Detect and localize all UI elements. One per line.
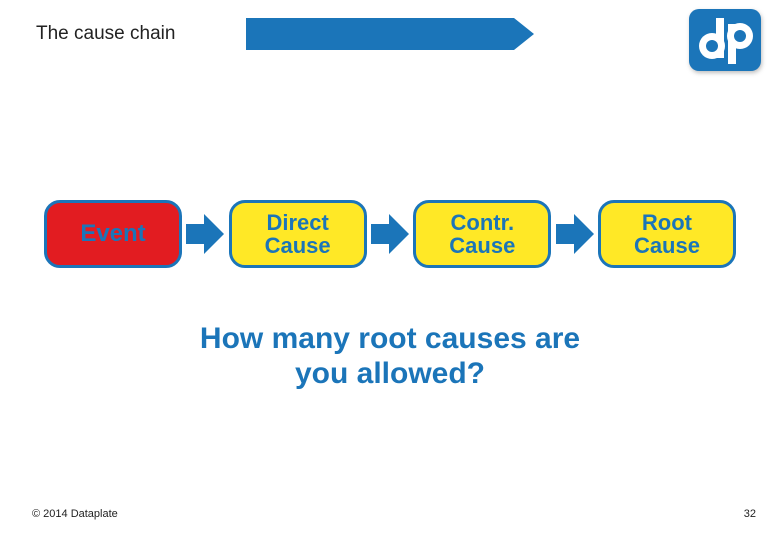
- box-label: Contr.: [451, 211, 515, 234]
- page-number: 32: [744, 508, 756, 520]
- box-label: Event: [80, 221, 145, 246]
- slide-title: The cause chain: [14, 18, 246, 50]
- box-label: Cause: [265, 234, 331, 257]
- slide: The cause chain Event: [0, 0, 780, 540]
- box-root-cause: Root Cause: [598, 200, 736, 268]
- box-event: Event: [44, 200, 182, 268]
- box-label: Cause: [634, 234, 700, 257]
- question-text: How many root causes are you allowed?: [0, 322, 780, 391]
- arrow-icon: [186, 214, 224, 254]
- box-label: Cause: [449, 234, 515, 257]
- box-direct-cause: Direct Cause: [229, 200, 367, 268]
- title-bar: The cause chain: [14, 18, 514, 50]
- title-bar-accent: [224, 18, 534, 50]
- logo: [688, 8, 762, 76]
- box-contr-cause: Contr. Cause: [413, 200, 551, 268]
- title-bar-shape: [224, 18, 534, 50]
- copyright: © 2014 Dataplate: [32, 508, 118, 520]
- arrow-icon: [556, 214, 594, 254]
- box-label: Root: [642, 211, 692, 234]
- box-label: Direct: [266, 211, 328, 234]
- question-line: you allowed?: [0, 357, 780, 392]
- question-line: How many root causes are: [0, 322, 780, 357]
- arrow-icon: [371, 214, 409, 254]
- cause-chain: Event Direct Cause Contr. Cause Root Cau…: [44, 200, 736, 268]
